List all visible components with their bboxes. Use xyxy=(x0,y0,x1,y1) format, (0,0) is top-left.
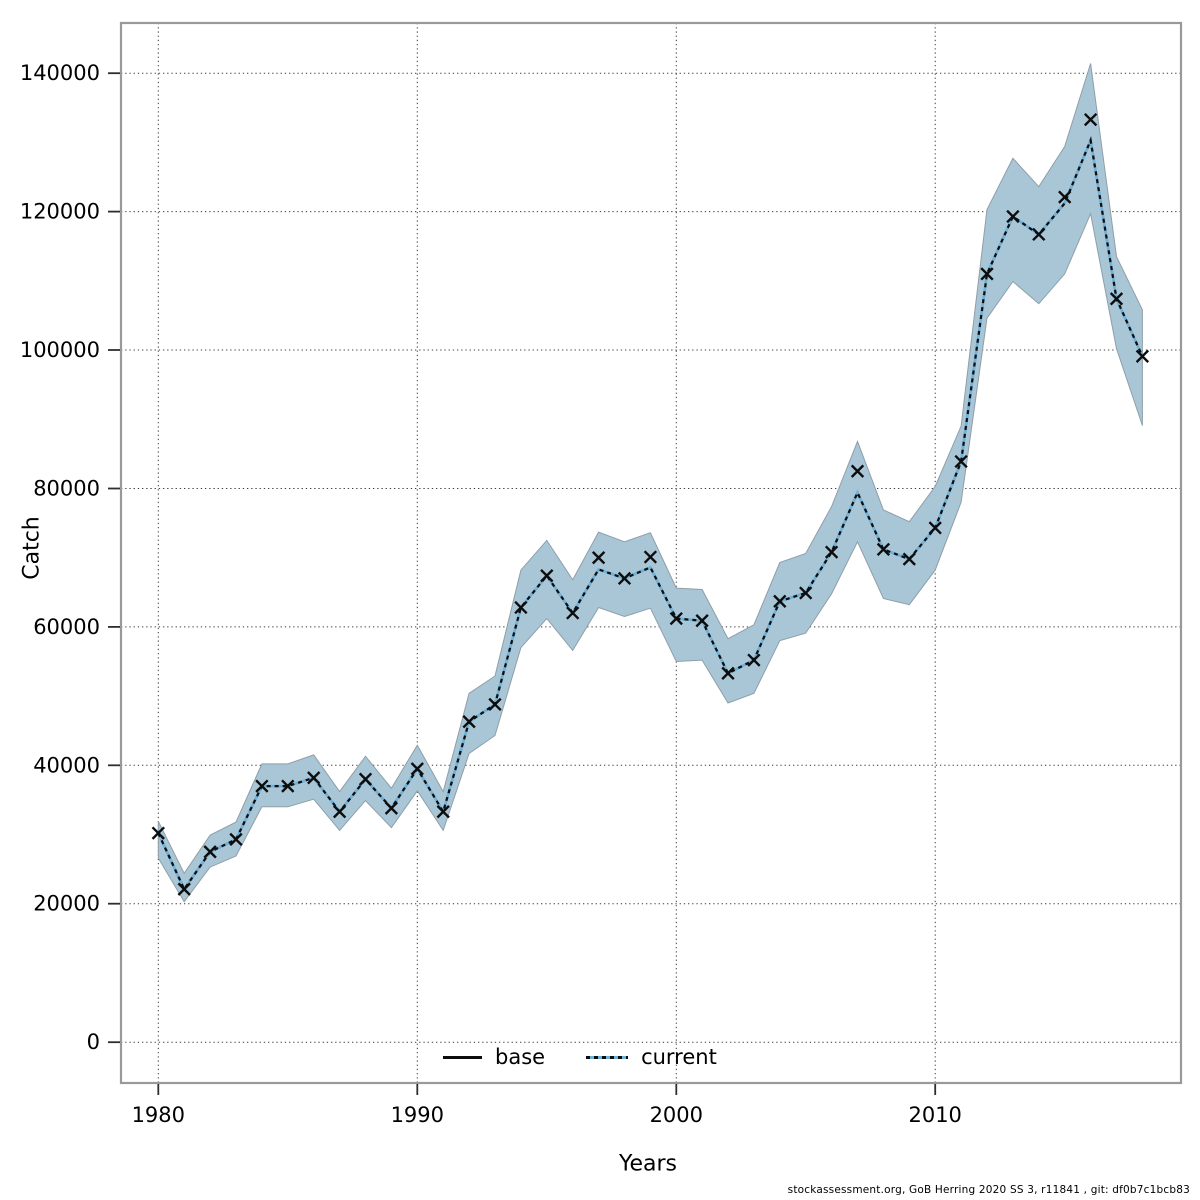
x-tick-label: 1990 xyxy=(391,1103,444,1127)
x-tick-label: 2010 xyxy=(908,1103,961,1127)
axis-ticks-and-labels: 0 20000 40000 60000 80000 100000 120000 140000 1… xyxy=(20,61,962,1127)
plot-border xyxy=(119,21,1183,1085)
x-tick-label: 1980 xyxy=(132,1103,185,1127)
legend-base-line-sample xyxy=(443,1055,482,1059)
y-tick-label: 140000 xyxy=(20,61,100,85)
legend-base-label: base xyxy=(495,1045,546,1069)
legend-current-label: current xyxy=(641,1045,717,1069)
figure-caption: stockassessment.org, GoB Herring 2020 SS… xyxy=(787,1184,1190,1196)
confidence-band xyxy=(157,63,1143,903)
legend: base current xyxy=(443,1044,717,1070)
y-tick-label: 100000 xyxy=(20,338,100,362)
y-tick-label: 40000 xyxy=(33,753,100,777)
gridlines xyxy=(121,23,1181,1083)
legend-current-line-sample xyxy=(586,1055,629,1059)
y-tick-label: 60000 xyxy=(33,615,100,639)
x-tick-label: 2000 xyxy=(650,1103,703,1127)
y-tick-label: 20000 xyxy=(33,892,100,916)
y-tick-label: 0 xyxy=(87,1030,100,1054)
y-tick-label: 80000 xyxy=(33,477,100,501)
x-axis-title: Years xyxy=(618,1151,678,1177)
base-x-markers xyxy=(151,112,1150,896)
y-axis-title: Catch xyxy=(19,516,45,580)
y-tick-label: 120000 xyxy=(20,200,100,224)
current-line-blue xyxy=(157,135,1144,893)
